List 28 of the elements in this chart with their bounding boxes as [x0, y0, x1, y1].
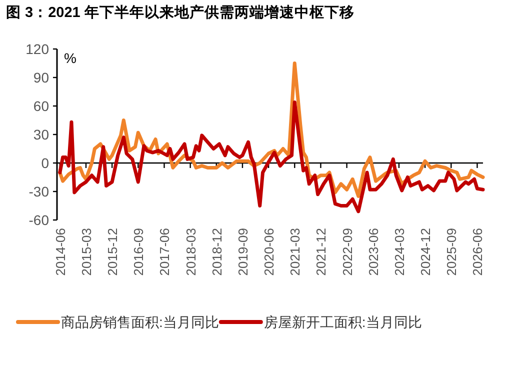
y-tick-label: 30	[33, 126, 50, 142]
legend-label: 房屋新开工面积:当月同比	[264, 314, 422, 330]
x-tick-label: 2024-12	[418, 228, 434, 276]
x-tick-label: 2024-03	[392, 228, 407, 276]
x-tick-label: 2017-06	[157, 228, 172, 276]
x-tick-label: 2018-03	[183, 228, 198, 276]
x-tick-label: 2023-06	[366, 228, 381, 276]
y-tick-label: 90	[33, 70, 50, 86]
x-tick-label: 2021-03	[288, 228, 303, 276]
x-tick-label: 2016-09	[131, 228, 146, 276]
y-axis-title: %	[64, 50, 76, 66]
x-tick-label: 2015-03	[78, 228, 94, 276]
x-tick-label: 2026-06	[470, 228, 486, 276]
y-tick-label: 60	[33, 98, 50, 114]
x-tick-label: 2025-09	[444, 228, 460, 276]
x-tick-label: 2022-09	[340, 228, 355, 276]
y-tick-label: 0	[41, 155, 50, 171]
y-tick-label: -60	[28, 212, 50, 228]
y-tick-label: 120	[26, 41, 50, 57]
x-tick-label: 2015-12	[105, 228, 120, 276]
legend-label: 商品房销售面积:当月同比	[61, 314, 219, 330]
x-tick-label: 2019-09	[235, 228, 250, 276]
x-tick-label: 2018-12	[209, 228, 224, 276]
x-tick-label: 2014-06	[52, 228, 68, 276]
y-tick-label: -30	[28, 184, 50, 200]
chart-title: 图 3：2021 年下半年以来地产供需两端增速中枢下移	[6, 4, 354, 21]
x-tick-label: 2021-12	[314, 228, 329, 276]
x-tick-label: 2020-06	[262, 228, 277, 276]
